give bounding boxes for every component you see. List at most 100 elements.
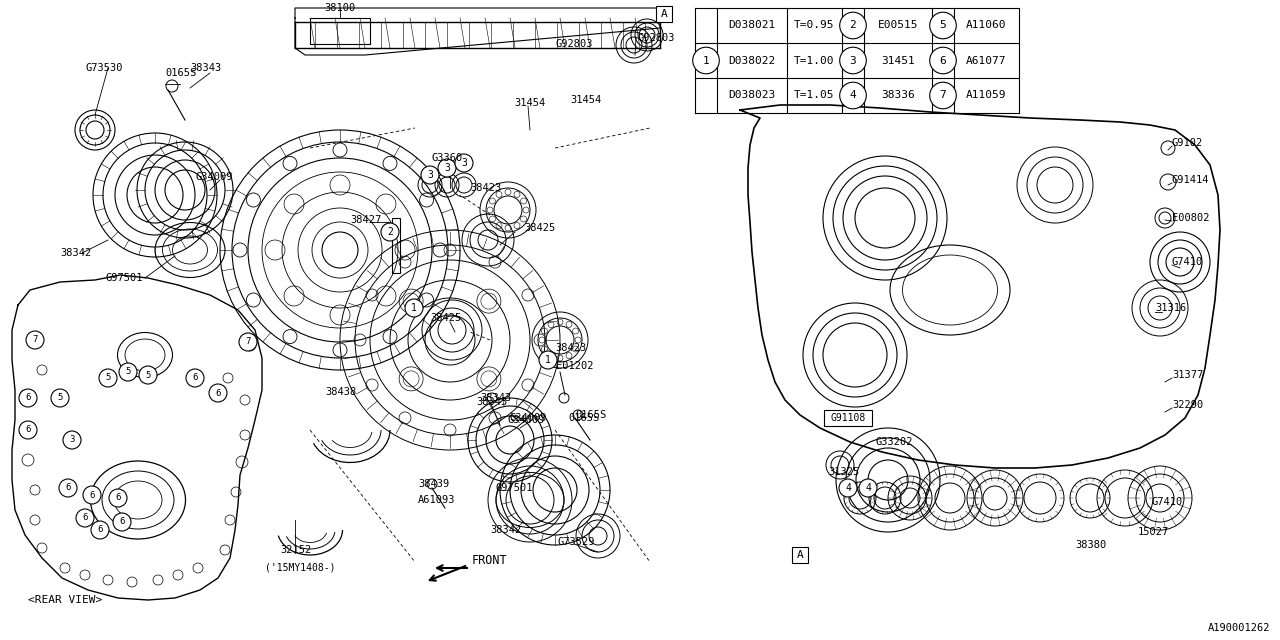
Circle shape: [929, 47, 956, 74]
Circle shape: [454, 154, 474, 172]
Text: 1: 1: [411, 303, 417, 313]
Circle shape: [838, 479, 858, 497]
Circle shape: [119, 363, 137, 381]
Text: ('15MY1408-): ('15MY1408-): [265, 563, 335, 573]
Text: 6: 6: [97, 525, 102, 534]
Text: D038022: D038022: [728, 56, 776, 65]
Text: 1: 1: [545, 355, 550, 365]
Text: 6: 6: [215, 388, 220, 397]
Circle shape: [76, 509, 93, 527]
Circle shape: [99, 369, 116, 387]
Circle shape: [840, 12, 867, 39]
Circle shape: [51, 389, 69, 407]
Circle shape: [692, 47, 719, 74]
Text: G33202: G33202: [876, 437, 913, 447]
Text: A61093: A61093: [419, 495, 456, 505]
Circle shape: [19, 389, 37, 407]
Text: 31316: 31316: [1155, 303, 1187, 313]
Text: 38438: 38438: [325, 387, 356, 397]
Text: 6: 6: [82, 513, 88, 522]
Circle shape: [59, 479, 77, 497]
Text: G7410: G7410: [1172, 257, 1203, 267]
Text: 31451: 31451: [881, 56, 915, 65]
Text: 6: 6: [90, 490, 95, 499]
Text: G97501: G97501: [105, 273, 142, 283]
Text: 3: 3: [69, 435, 74, 445]
Text: 38427: 38427: [349, 215, 381, 225]
Text: D038023: D038023: [728, 90, 776, 100]
Text: 6: 6: [26, 394, 31, 403]
Text: 5: 5: [58, 394, 63, 403]
Text: G92803: G92803: [637, 33, 676, 43]
Text: 2: 2: [387, 227, 393, 237]
Text: 32290: 32290: [1172, 400, 1203, 410]
Circle shape: [209, 384, 227, 402]
Circle shape: [113, 513, 131, 531]
Text: 3: 3: [461, 158, 467, 168]
Bar: [792, 547, 808, 563]
Text: 5: 5: [125, 367, 131, 376]
Text: 7: 7: [246, 337, 251, 346]
Text: 4: 4: [865, 483, 870, 493]
Circle shape: [63, 431, 81, 449]
Circle shape: [840, 47, 867, 74]
Text: 31454: 31454: [570, 95, 602, 105]
Text: 31377: 31377: [1172, 370, 1203, 380]
Text: 0165S: 0165S: [568, 413, 599, 423]
Circle shape: [83, 486, 101, 504]
Text: 38380: 38380: [1075, 540, 1106, 550]
Text: 6: 6: [115, 493, 120, 502]
Text: G9102: G9102: [1172, 138, 1203, 148]
Text: 0165S: 0165S: [165, 68, 196, 78]
Text: A11059: A11059: [966, 90, 1007, 100]
Text: 6: 6: [119, 518, 124, 527]
Bar: [392, 218, 399, 273]
Circle shape: [186, 369, 204, 387]
Bar: [657, 6, 672, 22]
Text: A190001262: A190001262: [1207, 623, 1270, 633]
Circle shape: [109, 489, 127, 507]
Text: 6: 6: [192, 374, 197, 383]
Text: G97501: G97501: [495, 483, 532, 493]
Text: G91108: G91108: [831, 413, 865, 423]
Circle shape: [239, 333, 257, 351]
Circle shape: [539, 351, 557, 369]
Text: A: A: [660, 9, 667, 19]
Text: G91414: G91414: [1172, 175, 1210, 185]
Text: D038021: D038021: [728, 20, 776, 31]
Text: 0165S: 0165S: [575, 410, 607, 420]
Text: 1: 1: [703, 56, 709, 65]
Text: 32152: 32152: [280, 545, 311, 555]
Text: G34009: G34009: [509, 413, 548, 423]
Text: <REAR VIEW>: <REAR VIEW>: [28, 595, 102, 605]
Circle shape: [19, 421, 37, 439]
Text: 5: 5: [940, 20, 946, 31]
Text: E00515: E00515: [878, 20, 918, 31]
Text: 38343: 38343: [480, 393, 511, 403]
Text: 7: 7: [940, 90, 946, 100]
Circle shape: [929, 82, 956, 109]
Text: E01202: E01202: [556, 361, 594, 371]
Text: G3360: G3360: [433, 153, 463, 163]
Circle shape: [404, 299, 422, 317]
Text: G34009: G34009: [508, 415, 545, 425]
Text: G7410: G7410: [1152, 497, 1183, 507]
Text: 6: 6: [65, 483, 70, 493]
Text: 38439: 38439: [419, 479, 449, 489]
Text: 38423: 38423: [470, 183, 502, 193]
Text: 4: 4: [845, 483, 851, 493]
Text: 6: 6: [940, 56, 946, 65]
Text: 38336: 38336: [881, 90, 915, 100]
Circle shape: [421, 166, 439, 184]
Circle shape: [859, 479, 877, 497]
Circle shape: [91, 521, 109, 539]
Bar: [310, 18, 370, 44]
Text: 31325: 31325: [828, 467, 859, 477]
Text: G92803: G92803: [556, 39, 594, 49]
Text: T=0.95: T=0.95: [795, 20, 835, 31]
Text: 5: 5: [146, 371, 151, 380]
Circle shape: [840, 82, 867, 109]
Text: 38423: 38423: [556, 343, 586, 353]
Text: 5: 5: [105, 374, 110, 383]
Text: 38100: 38100: [324, 3, 356, 13]
